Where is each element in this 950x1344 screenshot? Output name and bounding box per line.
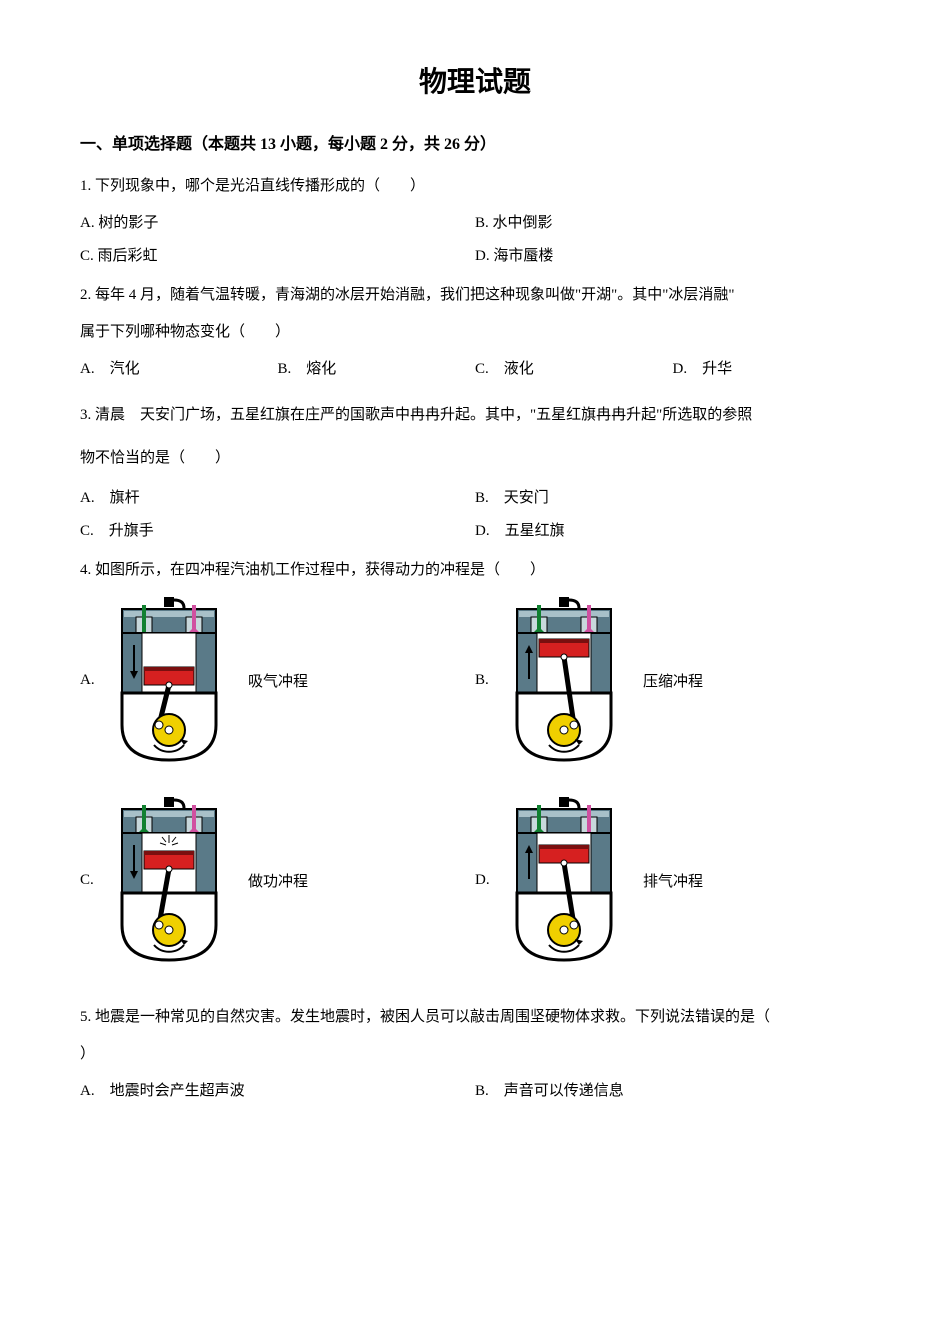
q4-cell-b: B. xyxy=(475,595,870,765)
q4-stem: 4. 如图所示，在四冲程汽油机工作过程中，获得动力的冲程是（ ） xyxy=(80,554,870,587)
exam-title: 物理试题 xyxy=(80,60,870,100)
q4-letter-a: A. xyxy=(80,672,104,689)
q5-opt-b: B. 声音可以传递信息 xyxy=(475,1075,870,1108)
q4-label-c: 做功冲程 xyxy=(248,870,308,891)
section-header: 一、单项选择题（本题共 13 小题，每小题 2 分，共 26 分） xyxy=(80,130,870,154)
question-4: 4. 如图所示，在四冲程汽油机工作过程中，获得动力的冲程是（ ） A. xyxy=(80,554,870,995)
q4-cell-d: D. xyxy=(475,795,870,965)
q2-line2: 属于下列哪种物态变化（ ） xyxy=(80,316,870,349)
q3-opt-c: C. 升旗手 xyxy=(80,515,475,548)
q4-letter-d: D. xyxy=(475,872,499,889)
q4-label-d: 排气冲程 xyxy=(643,870,703,891)
q1-opt-b: B. 水中倒影 xyxy=(475,207,870,240)
q4-label-a: 吸气冲程 xyxy=(248,670,308,691)
q1-opt-c: C. 雨后彩虹 xyxy=(80,240,475,273)
q5-line2: ） xyxy=(80,1038,870,1071)
question-3: 3. 清晨 天安门广场，五星红旗在庄严的国歌声中冉冉升起。其中，"五星红旗冉冉升… xyxy=(80,396,870,548)
q4-letter-b: B. xyxy=(475,672,499,689)
question-1: 1. 下列现象中，哪个是光沿直线传播形成的（ ） A. 树的影子 B. 水中倒影… xyxy=(80,170,870,273)
engine-diagram-power-icon xyxy=(104,795,234,965)
question-5: 5. 地震是一种常见的自然灾害。发生地震时，被困人员可以敲击周围坚硬物体求救。下… xyxy=(80,1001,870,1108)
q3-line2: 物不恰当的是（ ） xyxy=(80,439,870,478)
q2-line1: 2. 每年 4 月，随着气温转暖，青海湖的冰层开始消融，我们把这种现象叫做"开湖… xyxy=(80,279,870,312)
q5-line1: 5. 地震是一种常见的自然灾害。发生地震时，被困人员可以敲击周围坚硬物体求救。下… xyxy=(80,1001,870,1034)
q2-opt-c: C. 液化 xyxy=(475,353,673,386)
q4-cell-c: C. xyxy=(80,795,475,965)
q4-label-b: 压缩冲程 xyxy=(643,670,703,691)
q3-opt-d: D. 五星红旗 xyxy=(475,515,870,548)
q3-opt-a: A. 旗杆 xyxy=(80,482,475,515)
q2-opt-a: A. 汽化 xyxy=(80,353,278,386)
q3-line1: 3. 清晨 天安门广场，五星红旗在庄严的国歌声中冉冉升起。其中，"五星红旗冉冉升… xyxy=(80,396,870,435)
spark-plug-icon xyxy=(164,597,174,607)
engine-diagram-exhaust-icon xyxy=(499,795,629,965)
q3-opt-b: B. 天安门 xyxy=(475,482,870,515)
q4-letter-c: C. xyxy=(80,872,104,889)
q1-opt-d: D. 海市蜃楼 xyxy=(475,240,870,273)
q2-opt-d: D. 升华 xyxy=(673,353,871,386)
q1-opt-a: A. 树的影子 xyxy=(80,207,475,240)
question-2: 2. 每年 4 月，随着气温转暖，青海湖的冰层开始消融，我们把这种现象叫做"开湖… xyxy=(80,279,870,386)
q4-cell-a: A. xyxy=(80,595,475,765)
engine-diagram-compression-icon xyxy=(499,595,629,765)
q5-opt-a: A. 地震时会产生超声波 xyxy=(80,1075,475,1108)
q2-opt-b: B. 熔化 xyxy=(278,353,476,386)
engine-diagram-intake-icon xyxy=(104,595,234,765)
q1-stem: 1. 下列现象中，哪个是光沿直线传播形成的（ ） xyxy=(80,170,870,203)
